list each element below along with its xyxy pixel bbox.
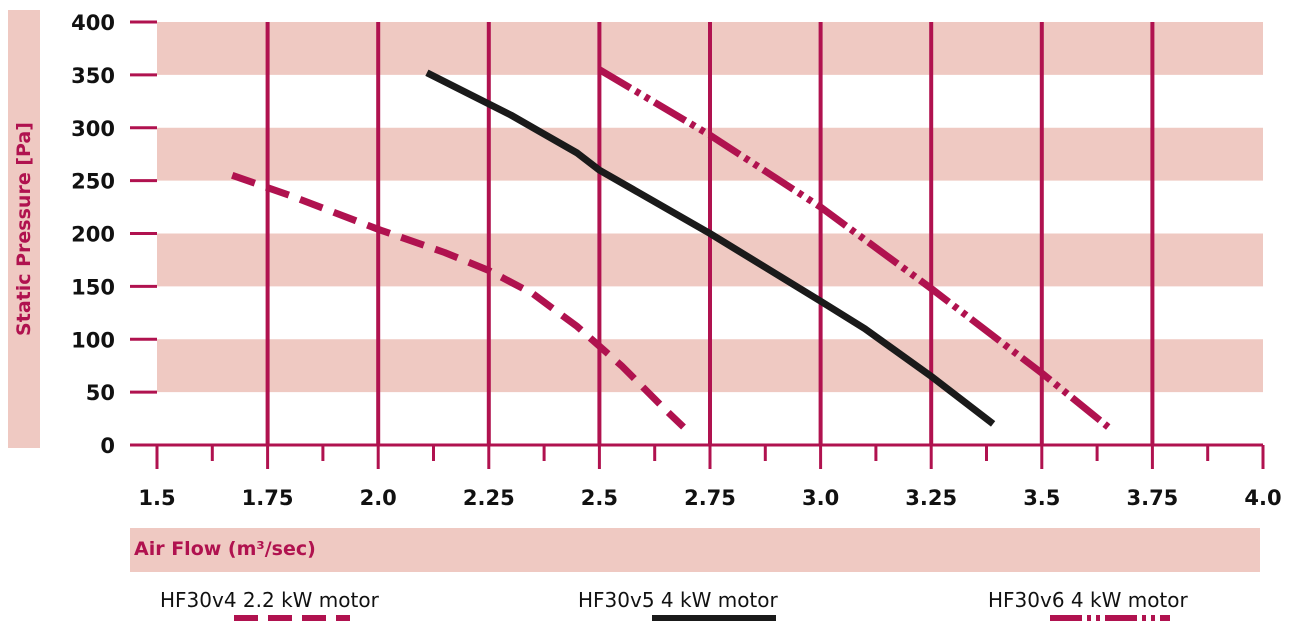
x-tick-label-2.25: 2.25 xyxy=(463,486,515,510)
y-axis-label-band xyxy=(8,10,40,448)
legend-swatch-hf30v4 xyxy=(234,615,350,621)
y-tick-label-400: 400 xyxy=(71,11,115,35)
y-tick-label-250: 250 xyxy=(71,170,115,194)
series-line-0 xyxy=(231,171,686,430)
y-tick-label-50: 50 xyxy=(86,381,115,405)
legend-label-hf30v5: HF30v5 4 kW motor xyxy=(578,588,778,612)
y-tick-label-100: 100 xyxy=(71,328,115,352)
x-axis-label: Air Flow (m³/sec) xyxy=(134,538,316,560)
y-tick-label-0: 0 xyxy=(100,434,115,458)
y-tick-label-300: 300 xyxy=(71,117,115,141)
legend-label-hf30v4: HF30v4 2.2 kW motor xyxy=(160,588,379,612)
x-tick-label-1.5: 1.5 xyxy=(138,486,175,510)
x-tick-label-3.25: 3.25 xyxy=(905,486,957,510)
x-tick-label-4.0: 4.0 xyxy=(1244,486,1281,510)
x-tick-label-1.75: 1.75 xyxy=(242,486,294,510)
x-axis-label-band xyxy=(130,528,1260,572)
series-line-1 xyxy=(425,69,996,427)
legend-label-hf30v6: HF30v6 4 kW motor xyxy=(988,588,1188,612)
x-tick-label-2.0: 2.0 xyxy=(360,486,397,510)
y-tick-label-350: 350 xyxy=(71,64,115,88)
x-tick-label-3.75: 3.75 xyxy=(1126,486,1178,510)
x-tick-label-2.75: 2.75 xyxy=(684,486,736,510)
x-tick-label-3.0: 3.0 xyxy=(802,486,839,510)
x-tick-label-2.5: 2.5 xyxy=(581,486,618,510)
legend-swatch-hf30v6 xyxy=(1050,615,1170,621)
y-tick-label-150: 150 xyxy=(71,275,115,299)
y-tick-label-200: 200 xyxy=(71,223,115,247)
legend-swatch-hf30v5 xyxy=(652,615,776,621)
x-tick-label-3.5: 3.5 xyxy=(1023,486,1060,510)
series-line-2 xyxy=(597,66,1111,430)
